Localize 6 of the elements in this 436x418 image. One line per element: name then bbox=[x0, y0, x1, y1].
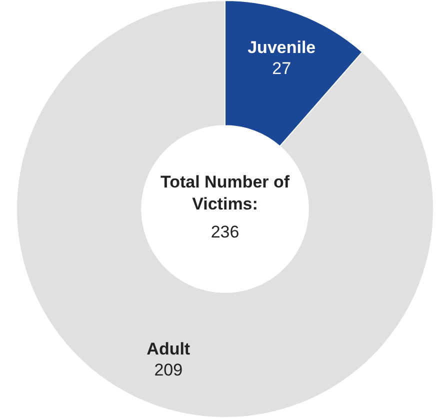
text: Total Number of Victims: bbox=[160, 172, 290, 214]
slice-label: Adult bbox=[146, 339, 190, 358]
data-label: 209 bbox=[154, 360, 183, 380]
slice-label: Juvenile bbox=[248, 38, 316, 58]
text: 236 bbox=[210, 222, 240, 242]
data-label: 27 bbox=[272, 59, 292, 78]
